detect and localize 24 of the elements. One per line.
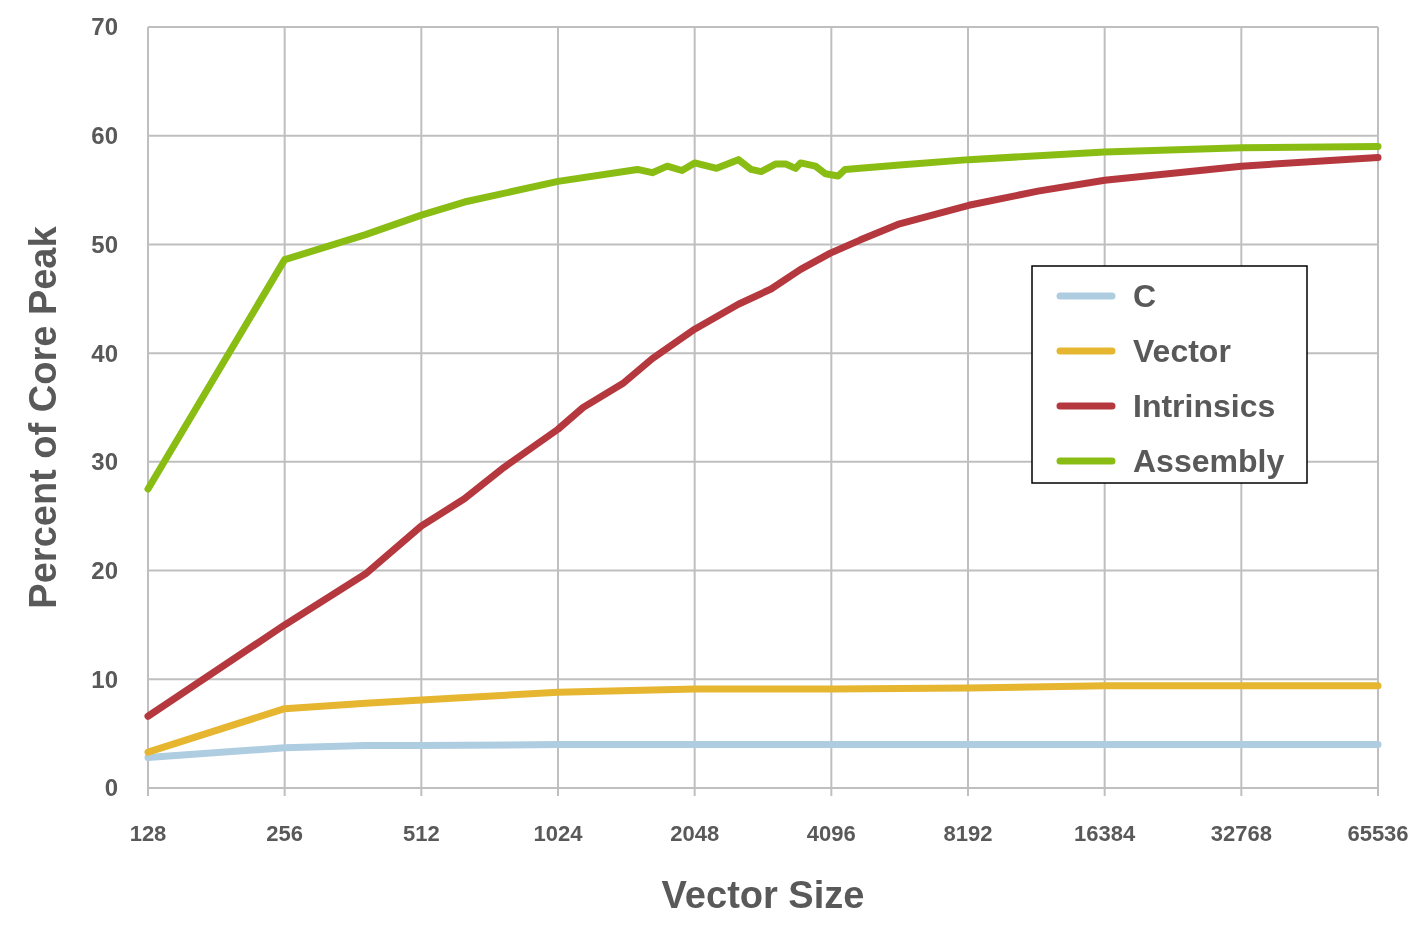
y-tick-label: 30	[91, 448, 118, 476]
x-axis-title: Vector Size	[661, 874, 865, 916]
y-tick-label: 70	[91, 13, 118, 41]
y-tick-label: 40	[91, 339, 118, 367]
y-tick-label: 0	[104, 774, 118, 802]
y-tick-label: 60	[91, 122, 118, 150]
y-tick-label: 10	[91, 665, 118, 693]
y-tick-label: 20	[91, 556, 118, 584]
x-tick-label: 1024	[533, 821, 584, 846]
legend-label: Intrinsics	[1133, 388, 1276, 425]
y-axis-title: Percent of Core Peak	[22, 225, 64, 609]
x-tick-label: 512	[402, 821, 440, 846]
x-tick-label: 2048	[670, 821, 720, 846]
legend-label: Assembly	[1133, 443, 1285, 480]
x-tick-label: 32768	[1210, 821, 1272, 846]
y-tick-label: 50	[91, 230, 118, 258]
x-tick-label: 128	[129, 821, 167, 846]
x-tick-label: 8192	[943, 821, 993, 846]
x-tick-label: 16384	[1074, 821, 1137, 846]
x-tick-label: 256	[266, 821, 304, 846]
legend-label: C	[1133, 278, 1157, 315]
x-tick-label: 4096	[806, 821, 856, 846]
x-tick-label: 65536	[1347, 821, 1409, 846]
legend-label: Vector	[1133, 333, 1231, 370]
